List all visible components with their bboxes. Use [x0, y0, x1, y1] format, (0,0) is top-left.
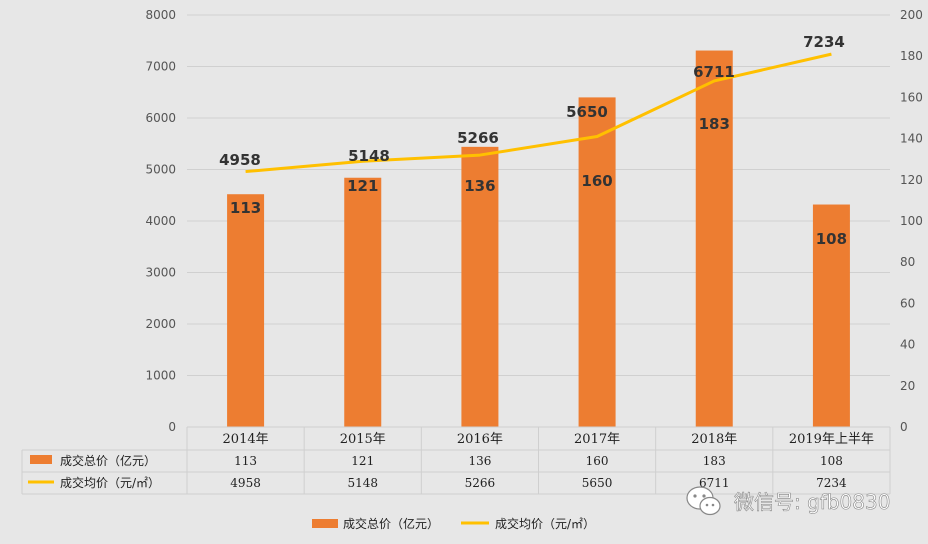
- right-axis: 0 20 40 60 80 100 120 140 160 180 200: [900, 8, 923, 434]
- line-data-label: 4958: [219, 151, 261, 169]
- bar: [578, 97, 616, 428]
- line-data-label: 5148: [348, 147, 390, 165]
- table-cell: 5266: [465, 476, 496, 490]
- right-tick-label: 20: [900, 379, 915, 393]
- data-table: 2014年 2015年 2016年 2017年 2018年 2019年上半年成交总价（亿元…: [21, 426, 891, 495]
- table-cell: 4958: [230, 476, 261, 490]
- legend-label: 成交总价（亿元）: [343, 516, 439, 531]
- bar: [461, 146, 499, 427]
- table-cell: 121: [351, 454, 374, 468]
- x-tick-label: 2016年: [457, 432, 503, 447]
- line-series: [245, 52, 832, 174]
- legend-swatch-bar: [312, 519, 338, 528]
- left-tick-label: 8000: [145, 8, 176, 22]
- legend: 成交总价（亿元） 成交均价（元/㎡）: [312, 516, 595, 531]
- series-line: [245, 52, 832, 174]
- right-tick-label: 0: [900, 420, 908, 434]
- left-tick-label: 2000: [145, 317, 176, 331]
- x-tick-label: 2019年上半年: [789, 432, 874, 447]
- left-tick-label: 5000: [145, 163, 176, 177]
- bar-data-label: 183: [699, 115, 730, 133]
- bar: [344, 177, 382, 427]
- watermark-text: 微信号: gfb0830: [734, 490, 890, 514]
- bar-data-label: 121: [347, 177, 378, 195]
- table-cell: 136: [468, 454, 491, 468]
- bar: [695, 50, 733, 427]
- table-cell: 6711: [699, 476, 730, 490]
- table-cell: 160: [586, 454, 609, 468]
- right-tick-label: 200: [900, 8, 923, 22]
- bar-data-label: 113: [230, 199, 261, 217]
- wechat-icon: [686, 486, 721, 516]
- table-row-label: 成交均价（元/㎡）: [60, 475, 160, 490]
- right-tick-label: 120: [900, 173, 923, 187]
- x-tick-label: 2015年: [340, 432, 386, 447]
- left-tick-label: 6000: [145, 111, 176, 125]
- left-axis: 0 1000 2000 3000 4000 5000 6000 7000 8000: [145, 8, 176, 434]
- data-labels: 113 121 136 160 183 108 4958 5148 5266 5650 6711 72…: [219, 33, 847, 248]
- table-cell: 183: [703, 454, 726, 468]
- line-data-label: 5650: [566, 103, 608, 121]
- left-tick-label: 4000: [145, 214, 176, 228]
- table-legend-swatch-bar: [30, 455, 52, 464]
- line-data-label: 7234: [803, 33, 845, 51]
- right-tick-label: 100: [900, 214, 923, 228]
- line-data-label: 5266: [457, 129, 499, 147]
- table-cell: 5148: [347, 476, 378, 490]
- bar: [227, 194, 265, 427]
- x-tick-label: 2014年: [223, 432, 269, 447]
- left-tick-label: 7000: [145, 60, 176, 74]
- legend-label: 成交均价（元/㎡）: [495, 516, 595, 531]
- right-tick-label: 60: [900, 296, 915, 310]
- bar-data-label: 160: [581, 172, 612, 190]
- bar: [812, 204, 850, 427]
- table-cell: 5650: [582, 476, 613, 490]
- bar-data-label: 108: [816, 230, 847, 248]
- table-row-label: 成交总价（亿元）: [60, 453, 156, 468]
- right-tick-label: 80: [900, 255, 915, 269]
- table-cell: 113: [234, 454, 257, 468]
- bar-series: [227, 50, 850, 428]
- right-tick-label: 160: [900, 90, 923, 104]
- left-tick-label: 1000: [145, 369, 176, 383]
- x-tick-label: 2017年: [574, 432, 620, 447]
- right-tick-label: 140: [900, 132, 923, 146]
- right-tick-label: 40: [900, 338, 915, 352]
- left-tick-label: 3000: [145, 266, 176, 280]
- left-tick-label: 0: [168, 420, 176, 434]
- line-data-label: 6711: [693, 63, 735, 81]
- table-cell: 108: [820, 454, 843, 468]
- right-tick-label: 180: [900, 49, 923, 63]
- x-tick-label: 2018年: [691, 432, 737, 447]
- bar-data-label: 136: [464, 177, 495, 195]
- gridlines: [187, 14, 890, 428]
- table-cell: 7234: [816, 476, 847, 490]
- watermark: 微信号: gfb0830: [686, 486, 891, 516]
